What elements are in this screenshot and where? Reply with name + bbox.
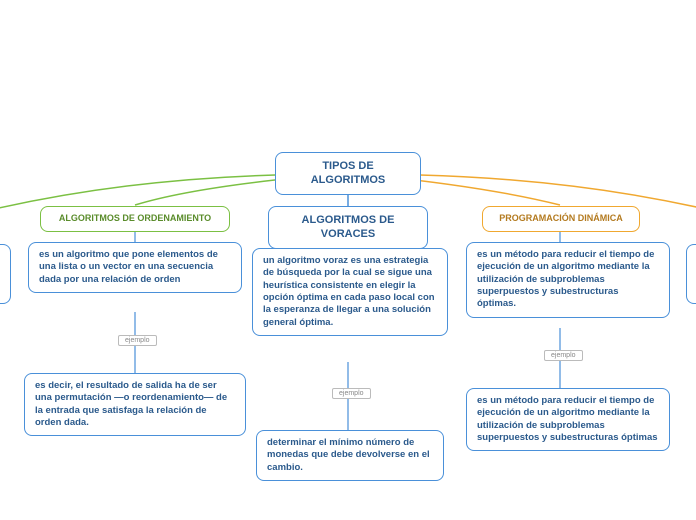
ejemplo-label-left: ejemplo: [118, 335, 157, 346]
example-right-text: es un método para reducir el tiempo de e…: [477, 395, 658, 443]
ejemplo-label-center: ejemplo: [332, 388, 371, 399]
desc-voraces: un algoritmo voraz es una estrategia de …: [252, 248, 448, 336]
example-voraces: determinar el mínimo número de monedas q…: [256, 430, 444, 481]
desc-ordenamiento: es un algoritmo que pone elementos de un…: [28, 242, 242, 293]
example-center-text: determinar el mínimo número de monedas q…: [267, 437, 430, 473]
ejemplo-label-right: ejemplo: [544, 350, 583, 361]
branch-voraces: ALGORITMOS DE VORACES: [268, 206, 428, 249]
ejemplo-left: ejemplo: [125, 337, 150, 344]
desc-center-text: un algoritmo voraz es una estrategia de …: [263, 255, 435, 328]
example-dinamica: es un método para reducir el tiempo de e…: [466, 388, 670, 451]
example-ordenamiento: es decir, el resultado de salida ha de s…: [24, 373, 246, 436]
desc-right-text: es un método para reducir el tiempo de e…: [477, 249, 654, 309]
branch-dinamica: PROGRAMACIÓN DINÁMICA: [482, 206, 640, 232]
edge-left-partial: [0, 244, 11, 304]
ejemplo-center: ejemplo: [339, 390, 364, 397]
branch-center-label: ALGORITMOS DE VORACES: [302, 214, 395, 240]
example-left-text: es decir, el resultado de salida ha de s…: [35, 380, 227, 428]
branch-right-label: PROGRAMACIÓN DINÁMICA: [499, 213, 623, 223]
desc-left-text: es un algoritmo que pone elementos de un…: [39, 249, 218, 285]
ejemplo-right: ejemplo: [551, 352, 576, 359]
branch-ordenamiento: ALGORITMOS DE ORDENAMIENTO: [40, 206, 230, 232]
root-node: TIPOS DE ALGORITMOS: [275, 152, 421, 195]
branch-left-label: ALGORITMOS DE ORDENAMIENTO: [59, 213, 211, 223]
root-label: TIPOS DE ALGORITMOS: [311, 160, 386, 186]
desc-dinamica: es un método para reducir el tiempo de e…: [466, 242, 670, 318]
edge-right-partial: [686, 244, 696, 304]
